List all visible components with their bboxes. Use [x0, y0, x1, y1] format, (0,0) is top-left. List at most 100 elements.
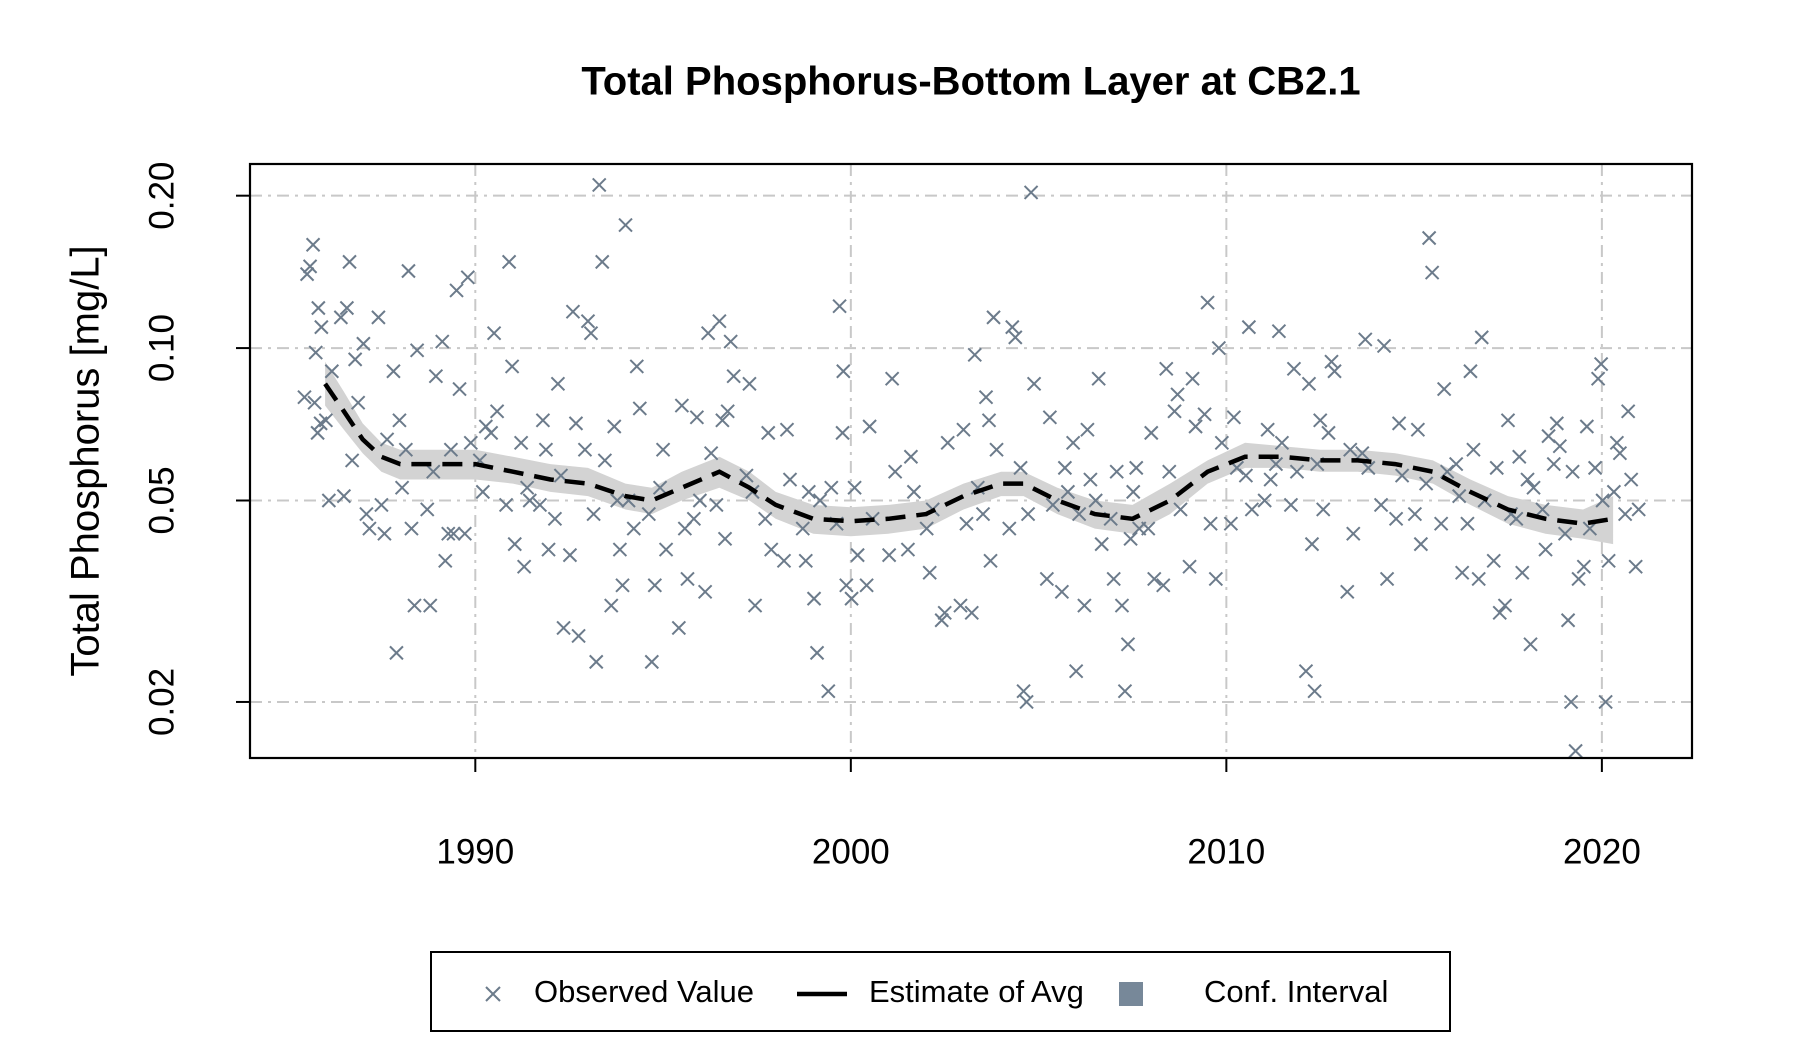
observed-point [689, 410, 705, 425]
observed-point [723, 334, 738, 349]
observed-point [903, 449, 919, 464]
observed-point [1606, 484, 1622, 500]
observed-point [776, 553, 792, 569]
marker-stroke [1373, 497, 1389, 513]
observed-point [835, 425, 850, 441]
observed-point [1394, 468, 1410, 483]
observed-point [359, 506, 374, 522]
observed-point [629, 359, 644, 374]
marker-stroke [758, 511, 773, 527]
observed-point [565, 304, 581, 319]
observed-point [697, 584, 713, 600]
observed-point [1373, 497, 1389, 513]
marker-stroke [1170, 387, 1185, 402]
observed-point [522, 493, 537, 508]
observed-point [460, 270, 476, 285]
marker-stroke [1623, 472, 1639, 487]
observed-point [1463, 364, 1478, 379]
y-tick-label: 0.05 [142, 466, 181, 534]
marker-stroke [692, 493, 708, 508]
observed-point [1023, 185, 1039, 200]
marker-stroke [1214, 435, 1230, 451]
marker-stroke [452, 381, 467, 397]
marker-stroke [394, 480, 410, 495]
observed-point [1060, 484, 1076, 500]
observed-point [978, 389, 994, 405]
marker-stroke [1173, 502, 1188, 517]
observed-point [1410, 422, 1426, 437]
marker-stroke [336, 488, 352, 504]
observed-point [1167, 404, 1182, 419]
observed-point [589, 654, 604, 670]
observed-point [1631, 502, 1646, 517]
marker-stroke [1598, 694, 1613, 710]
observed-point [305, 237, 321, 252]
marker-stroke [302, 259, 318, 274]
y-axis-label: Total Phosphorus [mg/L] [64, 245, 108, 676]
observed-point [900, 542, 916, 557]
observed-point [519, 480, 535, 495]
observed-point [881, 547, 897, 563]
observed-point [1257, 493, 1272, 508]
marker-stroke [1114, 598, 1130, 613]
marker-stroke [441, 526, 456, 541]
marker-stroke [392, 413, 407, 428]
marker-stroke [975, 506, 991, 522]
observed-point [446, 526, 461, 541]
marker-stroke [761, 425, 776, 441]
observed-point [1301, 376, 1317, 392]
observed-point [1068, 664, 1084, 679]
observed-point [1598, 694, 1613, 710]
marker-stroke [449, 283, 464, 298]
marker-stroke [1612, 445, 1628, 461]
observed-point [435, 334, 450, 349]
marker-stroke [308, 345, 323, 360]
marker-stroke [1466, 442, 1481, 457]
observed-point [1289, 464, 1305, 479]
marker-stroke [356, 336, 371, 351]
observed-point [1268, 456, 1284, 472]
marker-stroke [519, 480, 535, 495]
observed-point [632, 401, 647, 416]
marker-stroke [595, 254, 610, 270]
marker-stroke [1497, 598, 1513, 613]
observed-point [1203, 516, 1218, 531]
estimate-line [323, 382, 1614, 526]
marker-stroke [1271, 323, 1287, 339]
observed-point [310, 425, 325, 441]
observed-point [922, 565, 937, 580]
observed-point [550, 376, 566, 392]
observed-point [1436, 381, 1452, 397]
marker-stroke [1008, 330, 1023, 345]
marker-stroke [333, 310, 349, 325]
marker-stroke [589, 654, 604, 670]
marker-stroke [726, 368, 741, 384]
observed-point [703, 445, 719, 461]
marker-stroke [1500, 413, 1516, 428]
marker-stroke [604, 598, 619, 613]
observed-point [350, 395, 366, 410]
marker-stroke [779, 422, 795, 437]
observed-point [700, 326, 716, 341]
observed-point [1316, 502, 1331, 517]
marker-stroke [1579, 419, 1595, 434]
observed-point [824, 480, 839, 495]
observed-point [1013, 460, 1028, 476]
observed-point [747, 598, 763, 613]
marker-stroke [709, 497, 724, 513]
marker-stroke [674, 398, 690, 413]
legend-swatch [1119, 982, 1143, 1006]
observed-point [1114, 598, 1130, 613]
marker-stroke [697, 584, 713, 600]
observed-point [489, 404, 505, 419]
observed-point [709, 497, 724, 513]
observed-point [1057, 460, 1073, 476]
observed-point [362, 521, 377, 536]
observed-point [1355, 445, 1370, 461]
observed-point [844, 591, 859, 606]
observed-point [1173, 502, 1188, 517]
observed-point [404, 521, 419, 536]
observed-point [764, 542, 779, 557]
marker-stroke [782, 472, 798, 487]
marker-stroke [986, 310, 1001, 325]
